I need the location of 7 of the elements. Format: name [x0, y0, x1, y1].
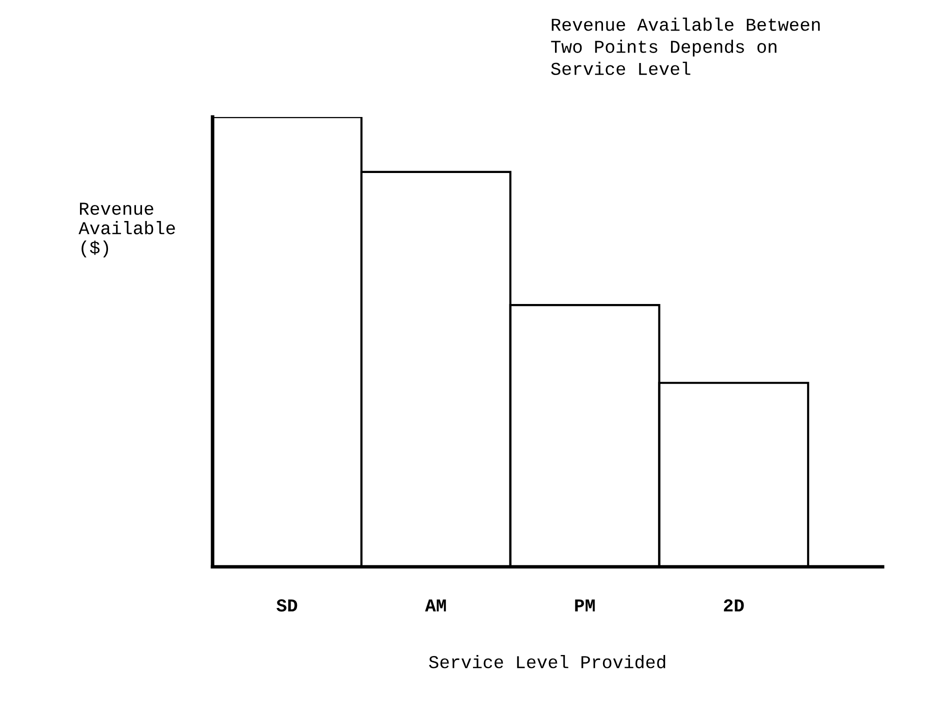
chart-title: Revenue Available Between Two Points Depends on Service Level: [551, 18, 820, 76]
x-axis-title: Service Level Provided: [429, 655, 666, 668]
x-tick-label: AM: [425, 599, 446, 612]
y-axis-title: Revenue Available ($): [78, 202, 175, 258]
x-tick-label: 2D: [724, 599, 744, 612]
x-tick-label: PM: [575, 599, 595, 612]
x-tick-label: SD: [276, 599, 298, 612]
